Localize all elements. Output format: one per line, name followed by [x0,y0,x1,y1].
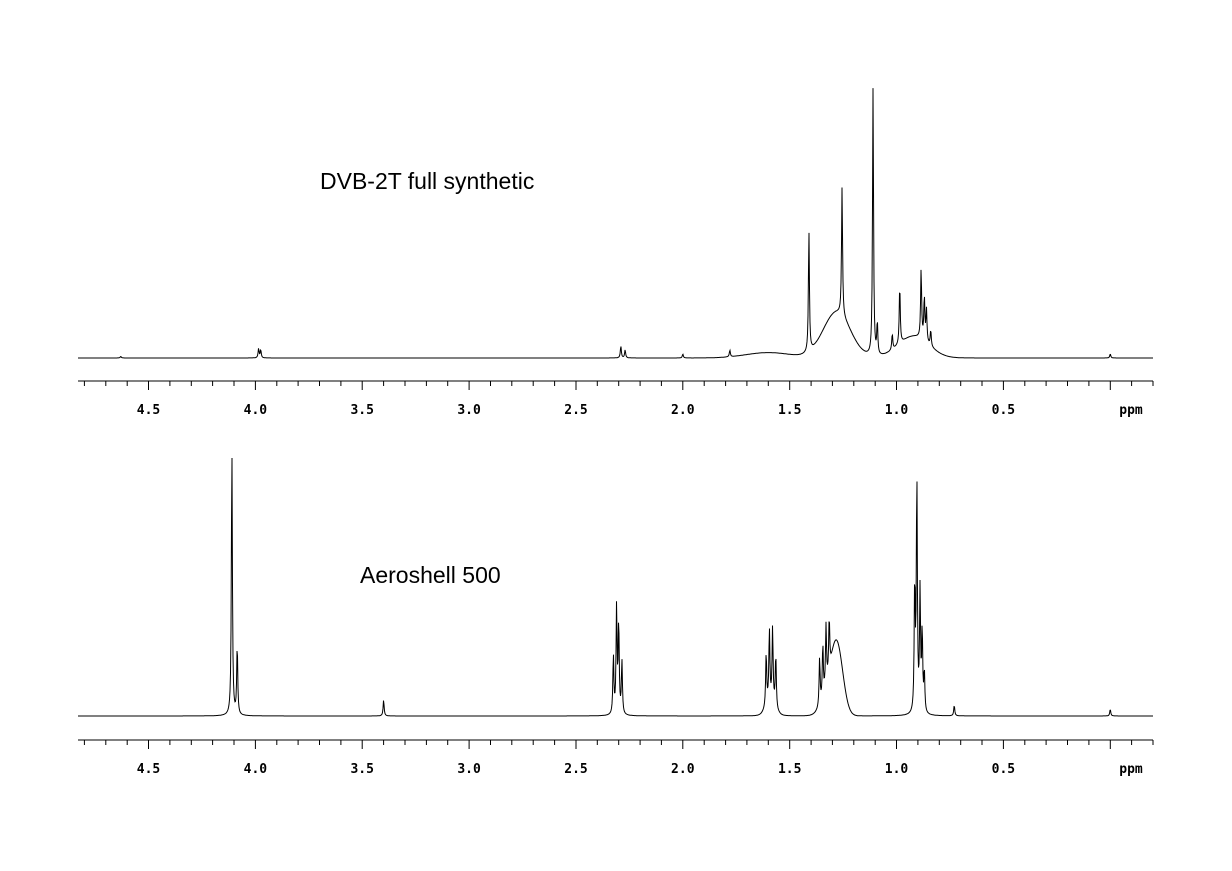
x-unit-label-top: ppm [1119,403,1143,418]
x-ticks-bottom: 4.5 4.0 3.5 3.0 2.5 2.0 1.5 1.0 0.5 [83,740,1154,777]
x-tick-label: 2.5 [564,403,587,418]
spectrum-trace-top [78,88,1153,359]
x-tick-label: 4.5 [137,403,160,418]
spectrum-trace-bottom [78,457,1153,717]
x-ticks-top: 4.5 4.0 3.5 3.0 2.5 2.0 1.5 1.0 0.5 [83,381,1154,418]
x-tick-label: 3.5 [350,403,373,418]
x-tick-label: 4.0 [244,403,268,418]
spectrum-title-top: DVB-2T full synthetic [320,168,534,194]
x-tick-label: 0.5 [992,762,1015,777]
x-tick-label: 3.0 [457,403,481,418]
x-tick-label: 1.5 [778,762,801,777]
x-tick-label: 3.5 [350,762,373,777]
spectrum-panel-bottom: Aeroshell 500 4.5 4.0 3.5 3.0 2.5 2.0 1.5 1.0 0.… [78,457,1154,777]
spectrum-title-bottom: Aeroshell 500 [360,562,501,588]
x-tick-label: 0.5 [992,403,1015,418]
x-tick-label: 1.0 [885,762,909,777]
x-tick-label: 1.0 [885,403,909,418]
x-tick-label: 2.0 [671,762,695,777]
spectrum-panel-top: DVB-2T full synthetic 4.5 4.0 3.5 3.0 2.5 2.0… [78,88,1154,418]
x-tick-label: 1.5 [778,403,801,418]
x-tick-label: 4.5 [137,762,160,777]
x-tick-label: 4.0 [244,762,268,777]
x-unit-label-bottom: ppm [1119,762,1143,777]
x-tick-label: 2.0 [671,403,695,418]
x-tick-label: 3.0 [457,762,481,777]
x-tick-label: 2.5 [564,762,587,777]
